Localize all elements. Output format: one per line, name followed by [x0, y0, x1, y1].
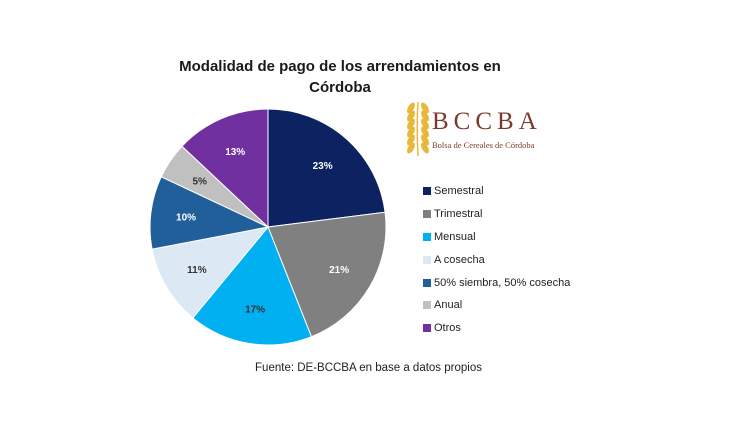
legend-item: 50% siembra, 50% cosecha: [423, 271, 570, 294]
legend-label: Semestral: [434, 185, 484, 198]
legend-swatch: [423, 301, 431, 310]
legend: Semestral Trimestral Mensual A cosecha 50% s…: [423, 180, 570, 340]
pie-slice-5: [149, 176, 270, 250]
logo-text: BCCBA: [432, 108, 542, 135]
legend-label: Trimestral: [434, 208, 483, 221]
legend-label: Mensual: [434, 230, 476, 243]
pie-slice-4: [151, 226, 270, 319]
slice-label-3: 17%: [245, 305, 265, 316]
bccba-logo: BCCBA Bolsa de Cereales de Córdoba: [402, 98, 582, 158]
pie-slice-3: [192, 226, 313, 346]
pie-slice-7: [181, 108, 269, 229]
legend-swatch: [423, 278, 431, 287]
legend-swatch: [423, 210, 431, 219]
legend-label: Otros: [434, 322, 461, 335]
source-note: Fuente: DE-BCCBA en base a datos propios: [255, 362, 482, 374]
legend-item: Trimestral: [423, 203, 570, 226]
pie-slice-2: [267, 211, 387, 338]
slice-label-6: 5%: [192, 177, 207, 188]
legend-label: 50% siembra, 50% cosecha: [434, 276, 571, 289]
chart-title-line-2: Córdoba: [309, 79, 371, 96]
wheat-icon: [407, 101, 429, 157]
legend-label: A cosecha: [434, 253, 485, 266]
legend-swatch: [423, 324, 431, 333]
legend-item: Anual: [423, 294, 570, 317]
slice-label-7: 13%: [225, 147, 245, 158]
slice-label-4: 11%: [187, 265, 207, 276]
logo-subtitle: Bolsa de Cereales de Córdoba: [432, 140, 535, 150]
legend-label: Anual: [434, 299, 463, 312]
pie-slice-1: [267, 108, 386, 228]
legend-item: Semestral: [423, 180, 570, 203]
legend-swatch: [423, 232, 431, 241]
legend-item: Otros: [423, 317, 570, 340]
slice-label-5: 10%: [176, 213, 196, 224]
slice-label-1: 23%: [313, 161, 333, 172]
chart-title-line-1: Modalidad de pago de los arrendamientos …: [179, 58, 501, 75]
legend-item: Mensual: [423, 226, 570, 249]
chart-title: Modalidad de pago de los arrendamientos …: [150, 56, 530, 98]
slice-label-2: 21%: [329, 265, 349, 276]
legend-item: A cosecha: [423, 248, 570, 271]
legend-swatch: [423, 255, 431, 264]
legend-swatch: [423, 187, 431, 196]
